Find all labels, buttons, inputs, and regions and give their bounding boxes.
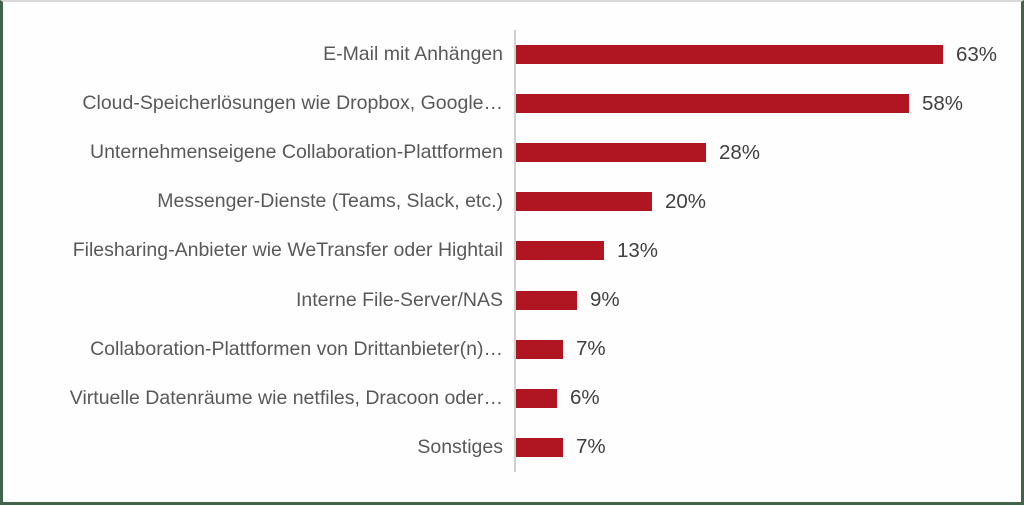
- category-label: E-Mail mit Anhängen: [323, 43, 503, 66]
- value-label: 63%: [956, 42, 998, 66]
- chart-row: Cloud-Speicherlösungen wie Dropbox, Goog…: [3, 79, 1021, 129]
- value-label: 28%: [719, 140, 761, 164]
- bar: [516, 241, 604, 261]
- value-label: 7%: [576, 435, 606, 459]
- bar: [516, 388, 557, 408]
- category-label: Messenger-Dienste (Teams, Slack, etc.): [157, 190, 503, 213]
- chart-row: Sonstiges 7%: [3, 422, 1021, 472]
- chart-row: E-Mail mit Anhängen 63%: [3, 30, 1021, 80]
- category-label: Collaboration-Plattformen von Drittanbie…: [90, 337, 503, 360]
- plot-area: 7%: [514, 324, 1021, 374]
- category-label: Virtuelle Datenräume wie netfiles, Draco…: [69, 386, 503, 409]
- bar-chart: E-Mail mit Anhängen 63% Cloud-Speicherlö…: [3, 30, 1021, 472]
- value-label: 13%: [617, 238, 659, 262]
- chart-row: Messenger-Dienste (Teams, Slack, etc.) 2…: [3, 177, 1021, 227]
- value-label: 58%: [922, 91, 964, 115]
- category-label: Unternehmenseigene Collaboration-Plattfo…: [90, 141, 503, 164]
- bar: [516, 437, 563, 457]
- value-label: 7%: [576, 337, 606, 361]
- bar: [516, 45, 943, 65]
- value-label: 20%: [665, 189, 707, 213]
- plot-area: 9%: [514, 275, 1021, 325]
- chart-row: Unternehmenseigene Collaboration-Plattfo…: [3, 128, 1021, 178]
- plot-area: 6%: [514, 373, 1021, 423]
- category-label: Sonstiges: [417, 435, 503, 458]
- chart-row: Collaboration-Plattformen von Drittanbie…: [3, 324, 1021, 374]
- plot-area: 13%: [514, 226, 1021, 276]
- bar: [516, 94, 909, 114]
- category-label: Cloud-Speicherlösungen wie Dropbox, Goog…: [82, 92, 503, 115]
- bar: [516, 339, 563, 359]
- chart-row: Interne File-Server/NAS 9%: [3, 275, 1021, 325]
- bar: [516, 143, 706, 163]
- chart-row: Filesharing-Anbieter wie WeTransfer oder…: [3, 226, 1021, 276]
- value-label: 6%: [570, 386, 600, 410]
- chart-row: Virtuelle Datenräume wie netfiles, Draco…: [3, 373, 1021, 423]
- plot-area: 58%: [514, 79, 1021, 129]
- plot-area: 7%: [514, 422, 1021, 472]
- plot-area: 28%: [514, 128, 1021, 178]
- category-label: Interne File-Server/NAS: [296, 288, 503, 311]
- value-label: 9%: [590, 288, 620, 312]
- bar: [516, 290, 577, 310]
- bar: [516, 192, 652, 212]
- category-label: Filesharing-Anbieter wie WeTransfer oder…: [72, 239, 503, 262]
- plot-area: 20%: [514, 177, 1021, 227]
- plot-area: 63%: [514, 30, 1021, 80]
